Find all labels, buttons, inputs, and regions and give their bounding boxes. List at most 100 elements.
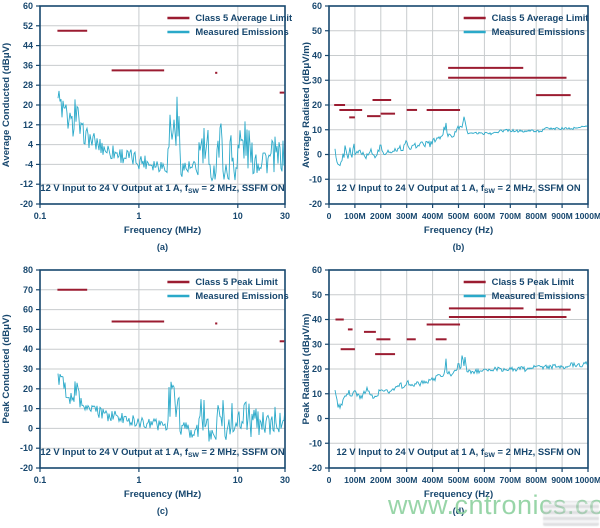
legend-label: Measured Emissions: [492, 290, 585, 301]
chart-d-svg: 60 50 40 30 20 10 0 -10 -20 0 100M 200M 300M 400M 500M…: [301, 265, 600, 516]
svg-text:600M: 600M: [474, 475, 496, 485]
chart-b-limit-segments: [334, 66, 571, 119]
y-axis-label: Average Radiated (dBμV/m): [301, 42, 312, 168]
x-axis-label: Frequency (Hz): [424, 225, 493, 236]
svg-text:0.1: 0.1: [34, 475, 47, 485]
chart-c-plot-border: [39, 269, 286, 469]
chart-d-plot-border: [328, 269, 589, 469]
svg-text:600M: 600M: [474, 211, 496, 221]
svg-text:-12: -12: [20, 179, 33, 189]
svg-text:10: 10: [312, 389, 322, 399]
chart-a-svg: 60 52 44 36 28 20 12 4 -4 -12 -200.1 1 10 30 Frequency…: [1, 1, 292, 252]
legend-label: Measured Emissions: [195, 290, 288, 301]
svg-text:30: 30: [280, 475, 290, 485]
svg-text:900M: 900M: [551, 211, 573, 221]
svg-text:500M: 500M: [448, 211, 470, 221]
y-axis-label: Peak Radiated (dBμV/m): [301, 314, 312, 425]
svg-text:-10: -10: [20, 443, 33, 453]
svg-text:28: 28: [23, 80, 33, 90]
svg-text:1: 1: [136, 211, 141, 221]
svg-text:20: 20: [312, 364, 322, 374]
x-axis-label: Frequency (MHz): [124, 489, 201, 500]
chart-c-gridlines: [40, 270, 285, 468]
svg-text:800M: 800M: [525, 475, 547, 485]
chart-b-svg: 60 50 40 30 20 10 0 -10 -20 0 100M 200M 300M 400M 500M…: [301, 1, 600, 252]
svg-text:200M: 200M: [370, 211, 392, 221]
chart-d-measured-emissions: [334, 355, 588, 410]
legend-label: Class 5 Peak Limit: [492, 276, 574, 287]
svg-text:-20: -20: [309, 463, 322, 473]
chart-c-annotation: 12 V Input to 24 V Output at 1 A, fSW = …: [40, 446, 284, 459]
svg-text:50: 50: [23, 324, 33, 334]
svg-text:200M: 200M: [370, 475, 392, 485]
chart-c-legend: Class 5 Peak Limit Measured Emissions: [167, 276, 289, 301]
svg-text:60: 60: [23, 305, 33, 315]
svg-text:-10: -10: [309, 174, 322, 184]
chart-d-annotation: 12 V Input to 24 V Output at 1 A, fSW = …: [336, 446, 580, 459]
svg-text:10: 10: [233, 475, 243, 485]
svg-text:60: 60: [23, 1, 33, 11]
legend-label: Measured Emissions: [492, 26, 585, 37]
chart-a-measured-emissions: [57, 90, 285, 182]
chart-a-plot-border: [39, 5, 286, 205]
svg-text:500M: 500M: [448, 475, 470, 485]
chart-d-limit-segments: [335, 307, 571, 356]
svg-text:0: 0: [28, 423, 33, 433]
svg-text:20: 20: [23, 100, 33, 110]
legend-label: Class 5 Average Limit: [195, 12, 292, 23]
legend-label: Measured Emissions: [195, 26, 288, 37]
chart-b-measured-emissions: [334, 116, 588, 167]
chart-b-axes: 60 50 40 30 20 10 0 -10 -20 0 100M 200M 300M 400M 500M…: [301, 1, 600, 236]
svg-text:44: 44: [23, 41, 33, 51]
y-axis-label: Average Conducted (dBμV): [1, 43, 12, 167]
svg-text:900M: 900M: [551, 475, 573, 485]
svg-text:-20: -20: [309, 199, 322, 209]
x-axis-label: Frequency (Hz): [424, 489, 493, 500]
svg-text:1: 1: [136, 475, 141, 485]
svg-text:60: 60: [312, 1, 322, 11]
chart-b-legend: Class 5 Average Limit Measured Emissions: [463, 12, 588, 37]
svg-text:400M: 400M: [422, 475, 444, 485]
svg-text:30: 30: [23, 364, 33, 374]
svg-text:100M: 100M: [344, 211, 366, 221]
svg-text:700M: 700M: [500, 475, 522, 485]
svg-text:50: 50: [312, 26, 322, 36]
svg-text:30: 30: [280, 211, 290, 221]
y-axis-label: Peak Conducted (dBμV): [1, 314, 12, 423]
svg-text:12: 12: [23, 120, 33, 130]
svg-text:700M: 700M: [500, 211, 522, 221]
svg-text:10: 10: [312, 125, 322, 135]
chart-b-annotation: 12 V Input to 24 V Output at 1 A, fSW = …: [336, 182, 580, 195]
chart-b-gridlines: [329, 6, 588, 204]
svg-text:1000M: 1000M: [575, 211, 600, 221]
svg-text:0.1: 0.1: [34, 211, 47, 221]
svg-text:10: 10: [23, 404, 33, 414]
chart-a-legend: Class 5 Average Limit Measured Emissions: [167, 12, 292, 37]
svg-text:-10: -10: [309, 438, 322, 448]
chart-a-annotation: 12 V Input to 24 V Output at 1 A, fSW = …: [40, 182, 284, 195]
svg-text:50: 50: [312, 290, 322, 300]
svg-text:-4: -4: [25, 159, 33, 169]
svg-text:40: 40: [312, 315, 322, 325]
svg-text:1000M: 1000M: [575, 475, 600, 485]
legend-label: Class 5 Peak Limit: [195, 276, 277, 287]
chart-b-plot-border: [328, 5, 589, 205]
chart-d-caption: (d): [453, 506, 465, 516]
svg-text:800M: 800M: [525, 211, 547, 221]
svg-text:20: 20: [312, 100, 322, 110]
svg-text:0: 0: [317, 414, 322, 424]
svg-text:0: 0: [317, 150, 322, 160]
svg-text:300M: 300M: [396, 475, 418, 485]
svg-text:10: 10: [233, 211, 243, 221]
chart-cell-a: 60 52 44 36 28 20 12 4 -4 -12 -20 0.1 1 10 30 Frequency…: [0, 0, 300, 264]
svg-text:20: 20: [23, 384, 33, 394]
svg-text:0: 0: [327, 211, 332, 221]
svg-text:30: 30: [312, 339, 322, 349]
svg-text:52: 52: [23, 21, 33, 31]
svg-text:80: 80: [23, 265, 33, 275]
svg-text:400M: 400M: [422, 211, 444, 221]
svg-text:0: 0: [327, 475, 332, 485]
svg-text:-20: -20: [20, 199, 33, 209]
